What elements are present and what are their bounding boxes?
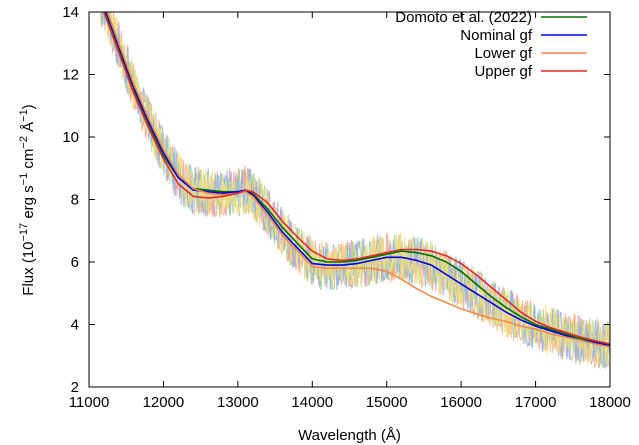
x-tick-label: 16000 xyxy=(440,394,482,411)
series-line xyxy=(106,12,610,348)
y-tick-label: 4 xyxy=(71,317,79,334)
y-tick-label: 8 xyxy=(71,192,79,209)
x-tick-label: 17000 xyxy=(515,394,557,411)
legend-label: Lower gf xyxy=(474,45,532,62)
observed-spectrum-line xyxy=(99,12,610,367)
legend-label: Domoto et al. (2022) xyxy=(395,9,532,26)
x-tick-label: 13000 xyxy=(217,394,259,411)
legend-label: Upper gf xyxy=(474,63,532,80)
observed-spectra-layer xyxy=(99,12,610,369)
x-tick-label: 12000 xyxy=(143,394,185,411)
y-tick-label: 6 xyxy=(71,254,79,271)
series-line xyxy=(105,12,610,347)
x-axis: 11000 12000 13000 14000 15000 16000 17000 18000 xyxy=(69,12,631,411)
y-axis: 2 4 6 8 10 12 14 xyxy=(62,4,610,396)
x-tick-label: 11000 xyxy=(69,394,110,411)
y-tick-label: 14 xyxy=(62,4,79,21)
y-axis-title: Flux (10−17 erg s−1 cm−2 Å−1) xyxy=(18,104,37,295)
y-tick-label: 10 xyxy=(62,129,79,146)
x-tick-label: 14000 xyxy=(291,394,333,411)
x-axis-title: Wavelength (Å) xyxy=(298,427,401,444)
model-series-layer xyxy=(103,12,610,348)
x-tick-label: 18000 xyxy=(589,394,631,411)
legend-label: Nominal gf xyxy=(460,27,533,44)
x-tick-label: 15000 xyxy=(366,394,408,411)
y-tick-label: 12 xyxy=(62,67,79,84)
y-tick-label: 2 xyxy=(71,379,79,396)
series-line xyxy=(103,12,610,345)
